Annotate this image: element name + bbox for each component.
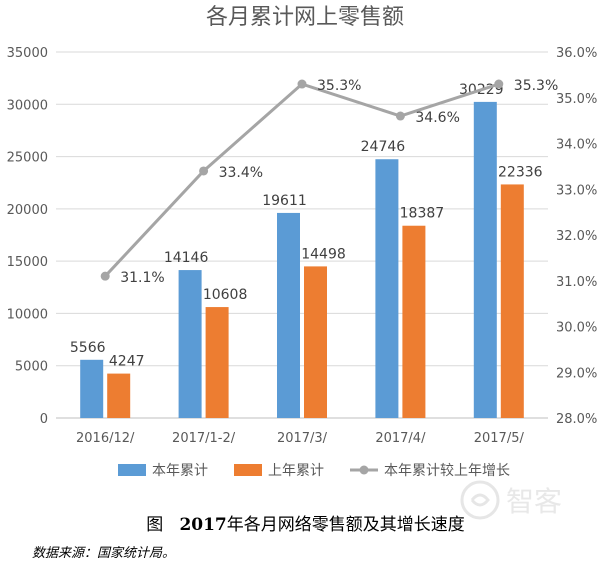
x-tick-label: 2017/1-2/ (172, 431, 236, 446)
caption-text: 年各月网络零售额及其增长速度 (226, 515, 465, 535)
legend-swatch (359, 465, 369, 475)
growth-point (395, 111, 405, 121)
growth-point (199, 166, 209, 176)
bar-current-year (375, 159, 399, 418)
growth-data-label: 35.3% (317, 78, 361, 94)
bar-current-year (473, 101, 497, 419)
bar-data-label: 4247 (109, 354, 145, 370)
y-right-tick-label: 36.0% (556, 46, 597, 61)
y-left-tick-label: 20000 (7, 203, 48, 218)
bar-previous-year (304, 266, 327, 418)
watermark-text: 智客 (506, 485, 562, 518)
x-tick-label: 2017/5/ (474, 431, 525, 446)
bar-data-label: 14146 (164, 250, 209, 266)
y-left-tick-label: 35000 (7, 46, 48, 61)
chart-title: 各月累计网上零售额 (206, 5, 404, 30)
legend-label: 上年累计 (268, 463, 324, 479)
legend-swatch (234, 464, 262, 476)
y-right-tick-label: 33.0% (556, 183, 597, 198)
x-tick-label: 2017/3/ (277, 431, 328, 446)
y-right-tick-label: 28.0% (556, 412, 597, 427)
x-tick-label: 2017/4/ (375, 431, 426, 446)
bar-current-year (80, 359, 104, 418)
caption-year: 2017 (179, 515, 227, 535)
y-left-tick-label: 5000 (15, 360, 48, 375)
growth-data-label: 33.4% (219, 165, 263, 181)
y-left-tick-label: 0 (40, 412, 48, 427)
y-right-tick-label: 34.0% (556, 138, 597, 153)
y-right-tick-label: 30.0% (556, 321, 597, 336)
bar-previous-year (205, 307, 229, 418)
growth-point (297, 79, 307, 89)
watermark-logo: 智客 (460, 480, 562, 520)
bar-data-label: 14498 (301, 246, 346, 262)
legend-swatch (118, 464, 146, 476)
growth-point (494, 79, 504, 89)
bar-current-year (178, 270, 202, 418)
y-left-tick-label: 25000 (7, 151, 48, 166)
bar-current-year (277, 212, 300, 418)
y-left-tick-label: 30000 (7, 98, 48, 113)
bar-data-label: 5566 (70, 340, 106, 356)
bar-previous-year (107, 373, 131, 418)
y-right-tick-label: 31.0% (556, 275, 597, 290)
bar-data-label: 19611 (262, 193, 307, 209)
y-left-tick-label: 10000 (7, 307, 48, 322)
x-tick-label: 2016/12/ (76, 431, 135, 446)
caption-prefix: 图 (146, 515, 164, 535)
bar-previous-year (500, 184, 524, 418)
legend-label: 本年累计较上年增长 (384, 463, 510, 479)
growth-data-label: 31.1% (120, 270, 164, 286)
y-right-tick-label: 35.0% (556, 92, 597, 107)
figure-caption: 图 2017年各月网络零售额及其增长速度 (0, 510, 611, 535)
growth-data-label: 35.3% (514, 78, 558, 94)
legend-label: 本年累计 (152, 463, 208, 479)
data-source-note: 数据来源：国家统计局。 (32, 546, 176, 561)
growth-point (100, 271, 110, 281)
bar-data-label: 24746 (361, 139, 406, 155)
bar-previous-year (402, 225, 426, 418)
chart: 各月累计网上零售额 0 5000 10000 15000 20000 25000 30000 3… (7, 5, 598, 479)
y-right-tick-label: 29.0% (556, 366, 597, 381)
y-right-tick-label: 32.0% (556, 229, 597, 244)
growth-data-label: 34.6% (415, 110, 459, 126)
y-left-tick-label: 15000 (7, 255, 48, 270)
bar-data-label: 18387 (400, 206, 445, 222)
bar-data-label: 10608 (203, 287, 248, 303)
bar-data-label: 22336 (498, 164, 543, 180)
